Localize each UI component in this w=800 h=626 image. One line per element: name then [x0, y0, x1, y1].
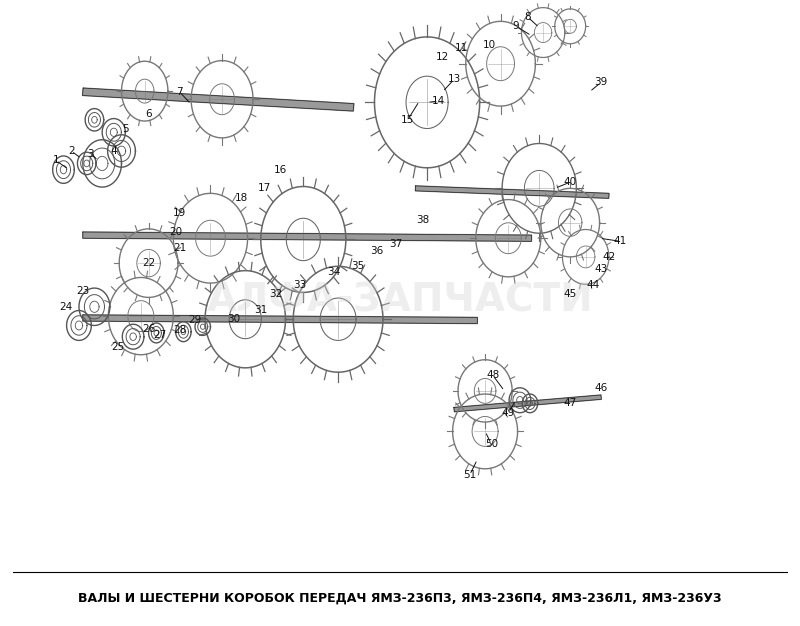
Text: 39: 39 — [594, 78, 608, 88]
Text: 45: 45 — [563, 289, 577, 299]
Text: 35: 35 — [351, 261, 364, 271]
Text: 11: 11 — [455, 43, 469, 53]
Text: 12: 12 — [436, 53, 449, 63]
Text: 25: 25 — [111, 342, 124, 352]
Text: 3: 3 — [87, 149, 94, 159]
Text: 42: 42 — [602, 252, 615, 262]
Polygon shape — [415, 186, 609, 198]
Polygon shape — [82, 88, 354, 111]
Text: 27: 27 — [154, 330, 167, 340]
Text: 17: 17 — [258, 183, 271, 193]
Text: 6: 6 — [146, 108, 152, 118]
Text: 48: 48 — [486, 371, 499, 381]
Text: 21: 21 — [173, 242, 186, 252]
Text: 1: 1 — [53, 155, 59, 165]
Text: 7: 7 — [176, 87, 183, 97]
Text: 38: 38 — [417, 215, 430, 225]
Text: 15: 15 — [401, 115, 414, 125]
Text: 30: 30 — [227, 314, 240, 324]
Text: 40: 40 — [564, 177, 577, 187]
Text: 13: 13 — [447, 74, 461, 85]
Text: 44: 44 — [586, 280, 600, 290]
Text: 4: 4 — [110, 146, 117, 156]
Text: 16: 16 — [274, 165, 286, 175]
Text: 31: 31 — [254, 305, 267, 315]
Text: 14: 14 — [432, 96, 446, 106]
Text: 49: 49 — [502, 408, 515, 418]
Text: 29: 29 — [188, 316, 202, 326]
Text: 43: 43 — [594, 264, 608, 274]
Text: ВАЛЫ И ШЕСТЕРНИ КОРОБОК ПЕРЕДАЧ ЯМЗ-236П3, ЯМЗ-236П4, ЯМЗ-236Л1, ЯМЗ-236У3: ВАЛЫ И ШЕСТЕРНИ КОРОБОК ПЕРЕДАЧ ЯМЗ-236П… — [78, 592, 722, 605]
Text: 46: 46 — [594, 382, 608, 393]
Text: 10: 10 — [482, 40, 495, 50]
Text: 26: 26 — [142, 324, 155, 334]
Text: 37: 37 — [390, 240, 402, 249]
Text: 19: 19 — [173, 208, 186, 218]
Text: 47: 47 — [563, 398, 577, 408]
Text: 36: 36 — [370, 245, 383, 255]
Text: 2: 2 — [68, 146, 74, 156]
Text: 50: 50 — [485, 439, 498, 449]
Polygon shape — [454, 395, 602, 412]
Text: 28: 28 — [173, 326, 186, 336]
Text: 22: 22 — [142, 258, 155, 268]
Text: 5: 5 — [122, 124, 129, 134]
Text: 51: 51 — [463, 470, 476, 480]
Text: АЛФА-ЗАПЧАСТИ: АЛФА-ЗАПЧАСТИ — [206, 282, 594, 319]
Text: 9: 9 — [513, 21, 519, 31]
Polygon shape — [82, 232, 531, 242]
Polygon shape — [82, 315, 478, 324]
Text: 32: 32 — [270, 289, 283, 299]
Text: 34: 34 — [328, 267, 341, 277]
Text: 33: 33 — [293, 280, 306, 290]
Text: 20: 20 — [169, 227, 182, 237]
Text: 18: 18 — [234, 193, 248, 203]
Text: 23: 23 — [76, 286, 90, 296]
Text: 41: 41 — [614, 237, 627, 246]
Text: 8: 8 — [524, 12, 531, 22]
Text: 24: 24 — [59, 302, 73, 312]
